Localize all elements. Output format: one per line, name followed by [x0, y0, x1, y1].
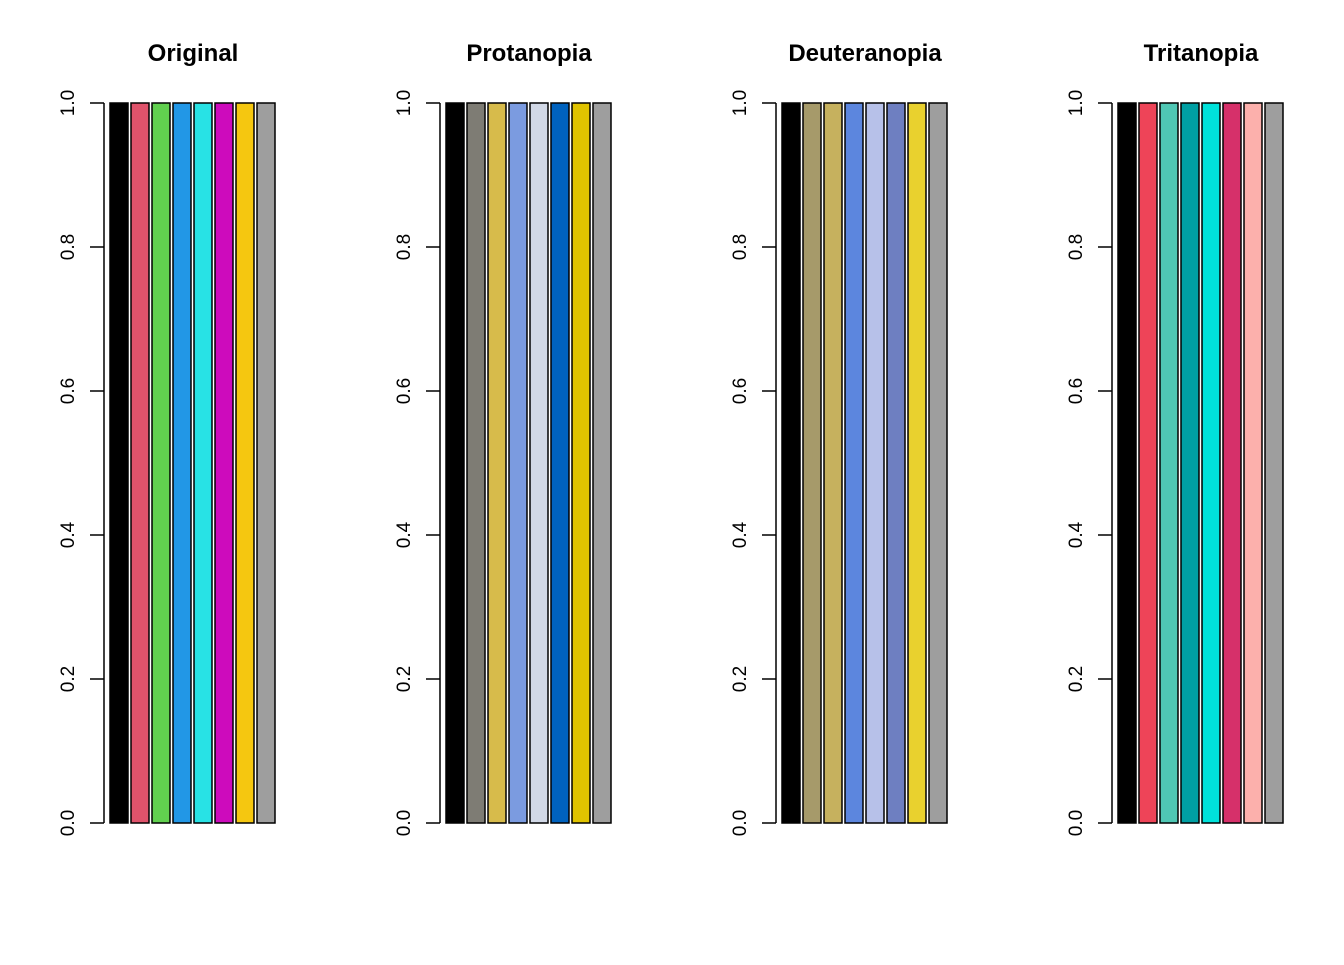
bar — [1180, 102, 1200, 824]
bar — [571, 102, 591, 824]
bar — [1201, 102, 1221, 824]
bar — [1243, 102, 1263, 824]
y-tick-label: 0.6 — [1066, 378, 1087, 404]
bar — [508, 102, 528, 824]
bar — [1117, 102, 1137, 824]
panel-title: Protanopia — [466, 40, 592, 67]
panel-title: Deuteranopia — [788, 40, 942, 67]
bar — [445, 102, 465, 824]
bar — [487, 102, 507, 824]
panel-protanopia: Protanopia 0.0 0.2 0.4 0.6 0.8 1.0 — [394, 40, 612, 836]
bar — [130, 102, 150, 824]
y-tick-label: 0.6 — [394, 378, 415, 404]
bar — [592, 102, 612, 824]
bar — [1222, 102, 1242, 824]
bar — [781, 102, 801, 824]
y-tick-label: 0.4 — [1066, 521, 1087, 548]
bar — [214, 102, 234, 824]
bar — [235, 102, 255, 824]
panel-tritanopia: Tritanopia 0.0 0.2 0.4 0.6 0.8 1.0 — [1066, 40, 1284, 836]
bar — [550, 102, 570, 824]
y-tick-label: 0.4 — [58, 521, 79, 548]
y-tick-label: 0.0 — [58, 810, 79, 836]
bar — [466, 102, 486, 824]
y-tick-label: 0.0 — [730, 810, 751, 836]
bar — [1159, 102, 1179, 824]
bar — [907, 102, 927, 824]
y-tick-label: 0.2 — [730, 666, 751, 692]
bar — [256, 102, 276, 824]
bar — [928, 102, 948, 824]
y-tick-label: 0.4 — [394, 521, 415, 548]
y-tick-label: 1.0 — [1066, 90, 1087, 116]
panel-original: Original 0.0 0.2 0.4 0.6 0.8 1.0 — [58, 40, 276, 836]
bar — [844, 102, 864, 824]
panel-title: Original — [148, 40, 239, 67]
bar — [172, 102, 192, 824]
y-tick-label: 0.4 — [730, 521, 751, 548]
y-tick-label: 1.0 — [58, 90, 79, 116]
panel-title: Tritanopia — [1144, 40, 1259, 67]
y-tick-label: 0.8 — [1066, 234, 1087, 260]
panel-deuteranopia: Deuteranopia 0.0 0.2 0.4 0.6 0.8 1.0 — [730, 40, 948, 836]
y-tick-label: 0.2 — [1066, 666, 1087, 692]
y-tick-label: 0.2 — [394, 666, 415, 692]
y-tick-label: 0.8 — [58, 234, 79, 260]
bar — [1138, 102, 1158, 824]
bar — [1264, 102, 1284, 824]
y-tick-label: 1.0 — [730, 90, 751, 116]
bar — [109, 102, 129, 824]
bar — [823, 102, 843, 824]
y-tick-label: 0.0 — [1066, 810, 1087, 836]
bar — [802, 102, 822, 824]
y-tick-label: 0.0 — [394, 810, 415, 836]
y-tick-label: 0.6 — [58, 378, 79, 404]
y-tick-label: 1.0 — [394, 90, 415, 116]
y-tick-label: 0.6 — [730, 378, 751, 404]
bar — [151, 102, 171, 824]
y-tick-label: 0.2 — [58, 666, 79, 692]
bar — [529, 102, 549, 824]
bar — [865, 102, 885, 824]
y-tick-label: 0.8 — [394, 234, 415, 260]
bar — [193, 102, 213, 824]
bar — [886, 102, 906, 824]
y-tick-label: 0.8 — [730, 234, 751, 260]
